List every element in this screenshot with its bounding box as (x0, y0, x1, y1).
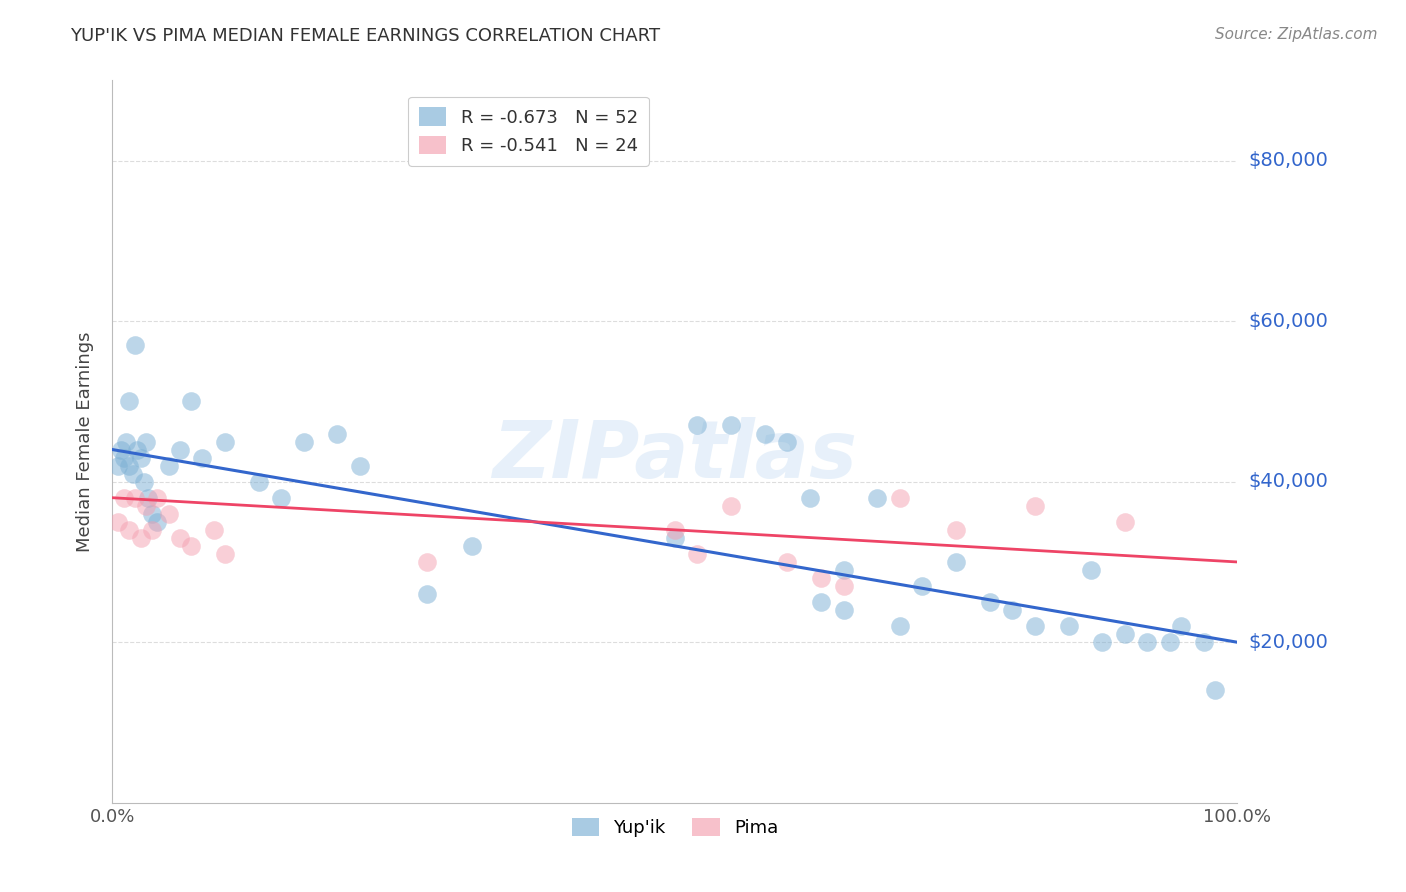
Point (349, 458, 371, 473)
Point (1159, 635, 1181, 649)
Point (270, 491, 292, 505)
Point (1080, 563, 1102, 577)
Point (1136, 635, 1159, 649)
Point (247, 475, 270, 489)
Point (135, 499, 157, 513)
Text: YUP'IK VS PIMA MEDIAN FEMALE EARNINGS CORRELATION CHART: YUP'IK VS PIMA MEDIAN FEMALE EARNINGS CO… (70, 27, 661, 45)
Point (129, 450, 152, 465)
Point (945, 555, 967, 569)
Point (799, 491, 821, 505)
Point (124, 491, 146, 505)
Point (141, 507, 163, 521)
Point (146, 491, 169, 505)
Point (214, 434, 236, 449)
Point (1024, 499, 1046, 513)
Point (754, 426, 776, 441)
Point (129, 531, 152, 545)
Point (889, 491, 911, 505)
Point (664, 523, 686, 537)
Point (720, 499, 742, 513)
Text: ZIPatlas: ZIPatlas (492, 417, 858, 495)
Point (115, 434, 138, 449)
Point (889, 619, 911, 633)
Point (180, 394, 202, 409)
Point (292, 434, 315, 449)
Point (664, 531, 686, 545)
Point (118, 394, 141, 409)
Text: $60,000: $60,000 (1249, 311, 1329, 331)
Point (121, 467, 143, 481)
Point (146, 515, 169, 529)
Point (118, 523, 141, 537)
Point (112, 450, 135, 465)
Point (157, 458, 180, 473)
Text: $80,000: $80,000 (1249, 151, 1329, 170)
Point (214, 547, 236, 561)
Point (107, 515, 129, 529)
Point (1192, 635, 1215, 649)
Point (169, 531, 191, 545)
Point (107, 458, 129, 473)
Point (326, 426, 349, 441)
Point (132, 475, 155, 489)
Point (180, 539, 202, 553)
Point (832, 579, 855, 593)
Point (1001, 603, 1024, 617)
Point (686, 418, 709, 433)
Point (202, 523, 225, 537)
Point (810, 571, 832, 585)
Point (866, 491, 889, 505)
Point (1114, 627, 1136, 641)
Point (911, 579, 934, 593)
Point (127, 442, 149, 457)
Point (832, 603, 855, 617)
Point (191, 450, 214, 465)
Point (1204, 683, 1226, 698)
Point (776, 434, 799, 449)
Point (157, 507, 180, 521)
Point (138, 491, 160, 505)
Point (945, 523, 967, 537)
Point (720, 418, 742, 433)
Text: $20,000: $20,000 (1249, 632, 1329, 652)
Point (169, 442, 191, 457)
Text: $40,000: $40,000 (1249, 472, 1329, 491)
Point (461, 539, 484, 553)
Legend: Yup'ik, Pima: Yup'ik, Pima (564, 811, 786, 845)
Point (118, 458, 141, 473)
Point (832, 563, 855, 577)
Text: Source: ZipAtlas.com: Source: ZipAtlas.com (1215, 27, 1378, 42)
Point (776, 555, 799, 569)
Point (135, 434, 157, 449)
Point (416, 555, 439, 569)
Point (979, 595, 1001, 609)
Point (1057, 619, 1080, 633)
Point (1114, 515, 1136, 529)
Point (686, 547, 709, 561)
Point (110, 442, 132, 457)
Point (1170, 619, 1192, 633)
Point (124, 338, 146, 352)
Point (1024, 619, 1046, 633)
Point (141, 523, 163, 537)
Y-axis label: Median Female Earnings: Median Female Earnings (76, 331, 94, 552)
Point (112, 491, 135, 505)
Point (1091, 635, 1114, 649)
Point (810, 595, 832, 609)
Point (416, 587, 439, 601)
